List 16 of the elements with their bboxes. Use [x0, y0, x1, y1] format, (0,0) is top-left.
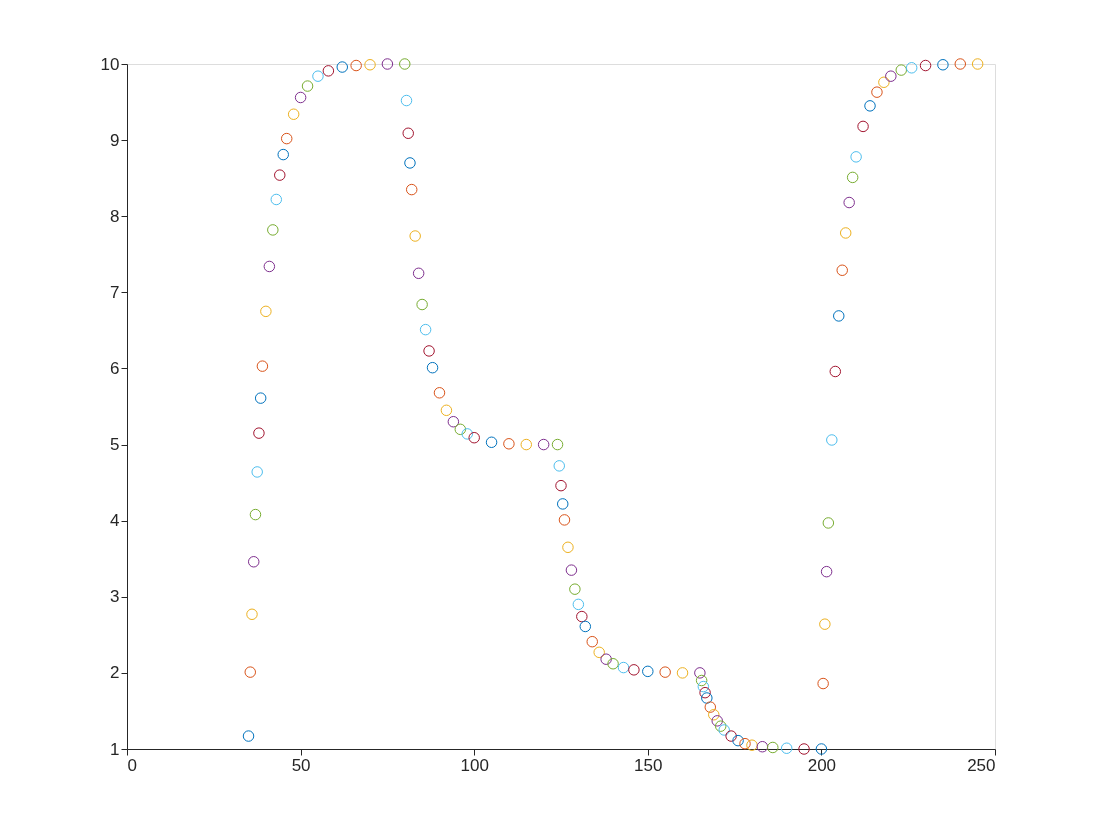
y-tick-label: 1 — [110, 739, 120, 759]
x-tick-label: 100 — [460, 755, 489, 775]
y-tick-label: 7 — [110, 282, 120, 302]
y-tick-label: 5 — [110, 435, 120, 455]
y-tick-label: 9 — [110, 130, 120, 150]
y-tick-label: 2 — [110, 663, 120, 683]
x-tick-label: 50 — [291, 755, 311, 775]
y-tick-label: 3 — [110, 587, 120, 607]
x-tick-label: 250 — [967, 755, 996, 775]
y-tick-label: 4 — [110, 511, 120, 531]
y-tick-label: 8 — [110, 206, 120, 226]
x-tick-label: 200 — [807, 755, 837, 775]
y-tick-label: 6 — [110, 358, 120, 378]
y-tick-label: 10 — [100, 54, 120, 74]
x-tick-label: 150 — [634, 755, 663, 775]
x-tick-label: 0 — [127, 755, 137, 775]
